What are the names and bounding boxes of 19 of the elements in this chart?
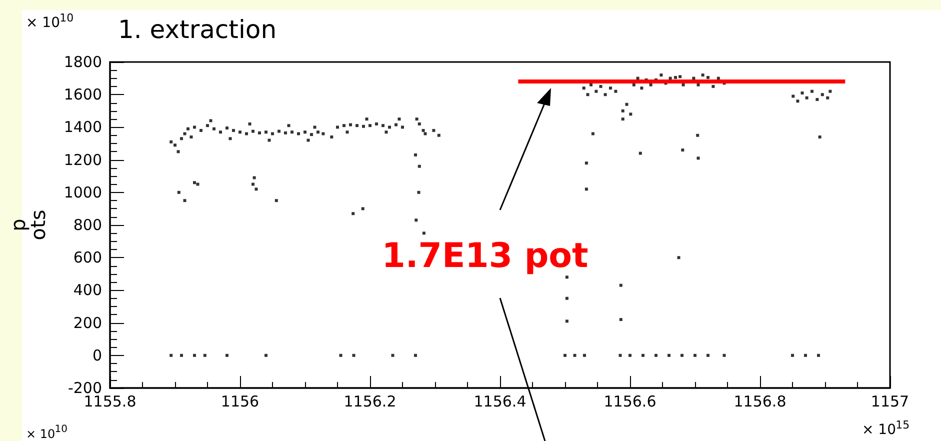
annotation: 1.7E13 pot (382, 236, 588, 276)
y-axis-title: p ots (6, 210, 50, 240)
y-tick-label: 1200 (64, 150, 102, 169)
y-tick-label: 1800 (64, 53, 102, 71)
y-tick-label: 1000 (64, 183, 102, 202)
x-tick-label: 1156.6 (604, 392, 656, 410)
y-tick-label: 1400 (64, 118, 102, 136)
x-tick-label: 1156.2 (344, 392, 396, 410)
x-tick-label: 1156.8 (734, 392, 786, 410)
y-tick-label: 1600 (64, 86, 102, 104)
y-tick-label: 800 (73, 216, 102, 234)
x-tick-label: 1157 (870, 392, 910, 410)
y-tick-label: 400 (73, 281, 102, 300)
chart-title: 1. extraction (118, 15, 277, 44)
y-tick-label: 0 (92, 346, 102, 364)
x-tick-label: 1156 (220, 392, 260, 410)
y-tick-label: 200 (73, 314, 102, 332)
x-tick-label: 1156.4 (474, 392, 526, 410)
y-tick-label: 600 (73, 248, 102, 267)
